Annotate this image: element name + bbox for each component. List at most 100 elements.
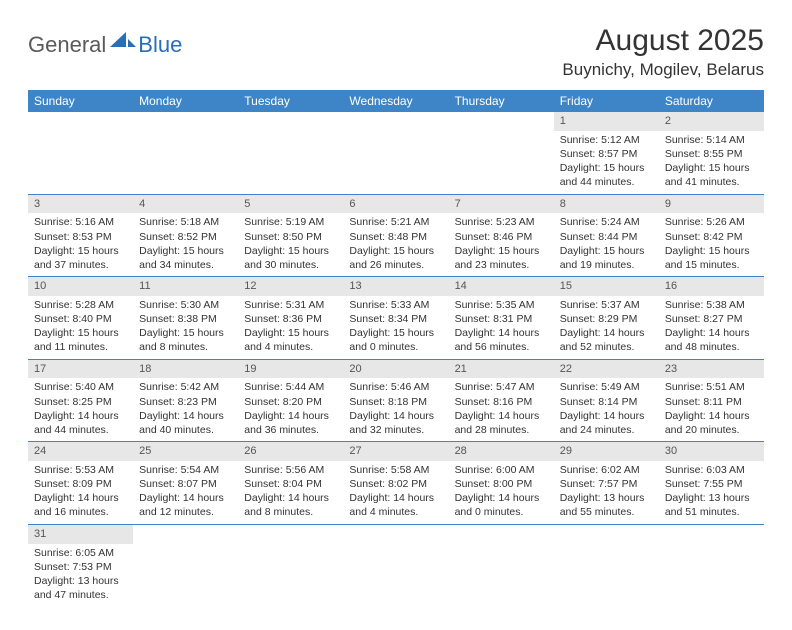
- day-number: 24: [28, 442, 133, 461]
- calendar-row: 10Sunrise: 5:28 AMSunset: 8:40 PMDayligh…: [28, 277, 764, 360]
- sunrise-text: Sunrise: 6:05 AM: [34, 546, 127, 560]
- day-number: 28: [449, 442, 554, 461]
- daylight-text: Daylight: 14 hours and 52 minutes.: [560, 326, 653, 354]
- daylight-text: Daylight: 14 hours and 44 minutes.: [34, 409, 127, 437]
- sunset-text: Sunset: 8:16 PM: [455, 395, 548, 409]
- daylight-text: Daylight: 13 hours and 55 minutes.: [560, 491, 653, 519]
- sunset-text: Sunset: 8:23 PM: [139, 395, 232, 409]
- title-block: August 2025 Buynichy, Mogilev, Belarus: [562, 24, 764, 80]
- calendar-cell: 29Sunrise: 6:02 AMSunset: 7:57 PMDayligh…: [554, 442, 659, 525]
- day-content: Sunrise: 6:00 AMSunset: 8:00 PMDaylight:…: [449, 461, 554, 524]
- sunset-text: Sunset: 8:53 PM: [34, 230, 127, 244]
- sunrise-text: Sunrise: 5:58 AM: [349, 463, 442, 477]
- logo-text-general: General: [28, 32, 106, 58]
- calendar-cell: 9Sunrise: 5:26 AMSunset: 8:42 PMDaylight…: [659, 194, 764, 277]
- day-content: Sunrise: 5:42 AMSunset: 8:23 PMDaylight:…: [133, 378, 238, 441]
- daylight-text: Daylight: 14 hours and 20 minutes.: [665, 409, 758, 437]
- sunset-text: Sunset: 8:42 PM: [665, 230, 758, 244]
- calendar-cell: [449, 524, 554, 606]
- daylight-text: Daylight: 14 hours and 56 minutes.: [455, 326, 548, 354]
- calendar-cell: 7Sunrise: 5:23 AMSunset: 8:46 PMDaylight…: [449, 194, 554, 277]
- weekday-header: Wednesday: [343, 90, 448, 112]
- day-number: 18: [133, 360, 238, 379]
- calendar-row: 1Sunrise: 5:12 AMSunset: 8:57 PMDaylight…: [28, 112, 764, 194]
- sunset-text: Sunset: 8:38 PM: [139, 312, 232, 326]
- sunrise-text: Sunrise: 5:46 AM: [349, 380, 442, 394]
- calendar-cell: [343, 112, 448, 194]
- day-number: 14: [449, 277, 554, 296]
- calendar-cell: 4Sunrise: 5:18 AMSunset: 8:52 PMDaylight…: [133, 194, 238, 277]
- day-number: 10: [28, 277, 133, 296]
- daylight-text: Daylight: 15 hours and 19 minutes.: [560, 244, 653, 272]
- day-content: Sunrise: 5:18 AMSunset: 8:52 PMDaylight:…: [133, 213, 238, 276]
- day-content: Sunrise: 5:47 AMSunset: 8:16 PMDaylight:…: [449, 378, 554, 441]
- sunrise-text: Sunrise: 5:14 AM: [665, 133, 758, 147]
- sunset-text: Sunset: 8:00 PM: [455, 477, 548, 491]
- day-number: 4: [133, 195, 238, 214]
- daylight-text: Daylight: 14 hours and 48 minutes.: [665, 326, 758, 354]
- day-content: Sunrise: 5:24 AMSunset: 8:44 PMDaylight:…: [554, 213, 659, 276]
- day-number: 15: [554, 277, 659, 296]
- daylight-text: Daylight: 14 hours and 40 minutes.: [139, 409, 232, 437]
- sunset-text: Sunset: 8:52 PM: [139, 230, 232, 244]
- daylight-text: Daylight: 15 hours and 8 minutes.: [139, 326, 232, 354]
- calendar-cell: 13Sunrise: 5:33 AMSunset: 8:34 PMDayligh…: [343, 277, 448, 360]
- sunrise-text: Sunrise: 5:49 AM: [560, 380, 653, 394]
- calendar-row: 31Sunrise: 6:05 AMSunset: 7:53 PMDayligh…: [28, 524, 764, 606]
- sunrise-text: Sunrise: 5:47 AM: [455, 380, 548, 394]
- calendar-cell: 8Sunrise: 5:24 AMSunset: 8:44 PMDaylight…: [554, 194, 659, 277]
- weekday-header: Tuesday: [238, 90, 343, 112]
- day-number: 27: [343, 442, 448, 461]
- sunset-text: Sunset: 8:07 PM: [139, 477, 232, 491]
- calendar-cell: [554, 524, 659, 606]
- daylight-text: Daylight: 15 hours and 26 minutes.: [349, 244, 442, 272]
- day-number: 6: [343, 195, 448, 214]
- sunset-text: Sunset: 8:57 PM: [560, 147, 653, 161]
- sunrise-text: Sunrise: 5:54 AM: [139, 463, 232, 477]
- sunrise-text: Sunrise: 5:44 AM: [244, 380, 337, 394]
- daylight-text: Daylight: 14 hours and 28 minutes.: [455, 409, 548, 437]
- daylight-text: Daylight: 15 hours and 34 minutes.: [139, 244, 232, 272]
- calendar-cell: 11Sunrise: 5:30 AMSunset: 8:38 PMDayligh…: [133, 277, 238, 360]
- day-content: Sunrise: 6:02 AMSunset: 7:57 PMDaylight:…: [554, 461, 659, 524]
- day-content: Sunrise: 5:40 AMSunset: 8:25 PMDaylight:…: [28, 378, 133, 441]
- calendar-cell: 26Sunrise: 5:56 AMSunset: 8:04 PMDayligh…: [238, 442, 343, 525]
- day-content: Sunrise: 5:19 AMSunset: 8:50 PMDaylight:…: [238, 213, 343, 276]
- day-number: 12: [238, 277, 343, 296]
- calendar-cell: 24Sunrise: 5:53 AMSunset: 8:09 PMDayligh…: [28, 442, 133, 525]
- sunset-text: Sunset: 8:20 PM: [244, 395, 337, 409]
- sunrise-text: Sunrise: 5:37 AM: [560, 298, 653, 312]
- logo-sail-icon: [110, 30, 136, 53]
- sunset-text: Sunset: 8:44 PM: [560, 230, 653, 244]
- sunrise-text: Sunrise: 5:40 AM: [34, 380, 127, 394]
- daylight-text: Daylight: 14 hours and 16 minutes.: [34, 491, 127, 519]
- calendar-cell: [659, 524, 764, 606]
- sunrise-text: Sunrise: 6:00 AM: [455, 463, 548, 477]
- sunset-text: Sunset: 8:34 PM: [349, 312, 442, 326]
- calendar-cell: [133, 524, 238, 606]
- calendar-cell: 5Sunrise: 5:19 AMSunset: 8:50 PMDaylight…: [238, 194, 343, 277]
- weekday-header-row: Sunday Monday Tuesday Wednesday Thursday…: [28, 90, 764, 112]
- calendar-cell: 12Sunrise: 5:31 AMSunset: 8:36 PMDayligh…: [238, 277, 343, 360]
- calendar-cell: 28Sunrise: 6:00 AMSunset: 8:00 PMDayligh…: [449, 442, 554, 525]
- calendar-row: 17Sunrise: 5:40 AMSunset: 8:25 PMDayligh…: [28, 359, 764, 442]
- sunrise-text: Sunrise: 5:16 AM: [34, 215, 127, 229]
- sunrise-text: Sunrise: 6:03 AM: [665, 463, 758, 477]
- daylight-text: Daylight: 14 hours and 4 minutes.: [349, 491, 442, 519]
- daylight-text: Daylight: 15 hours and 15 minutes.: [665, 244, 758, 272]
- day-content: Sunrise: 5:35 AMSunset: 8:31 PMDaylight:…: [449, 296, 554, 359]
- sunset-text: Sunset: 8:48 PM: [349, 230, 442, 244]
- day-number: 22: [554, 360, 659, 379]
- day-content: Sunrise: 5:33 AMSunset: 8:34 PMDaylight:…: [343, 296, 448, 359]
- day-content: Sunrise: 6:05 AMSunset: 7:53 PMDaylight:…: [28, 544, 133, 607]
- day-content: Sunrise: 5:46 AMSunset: 8:18 PMDaylight:…: [343, 378, 448, 441]
- sunset-text: Sunset: 8:04 PM: [244, 477, 337, 491]
- calendar-cell: [343, 524, 448, 606]
- calendar-cell: 17Sunrise: 5:40 AMSunset: 8:25 PMDayligh…: [28, 359, 133, 442]
- sunset-text: Sunset: 8:29 PM: [560, 312, 653, 326]
- day-content: Sunrise: 5:54 AMSunset: 8:07 PMDaylight:…: [133, 461, 238, 524]
- weekday-header: Sunday: [28, 90, 133, 112]
- daylight-text: Daylight: 13 hours and 51 minutes.: [665, 491, 758, 519]
- location: Buynichy, Mogilev, Belarus: [562, 60, 764, 80]
- calendar-cell: 30Sunrise: 6:03 AMSunset: 7:55 PMDayligh…: [659, 442, 764, 525]
